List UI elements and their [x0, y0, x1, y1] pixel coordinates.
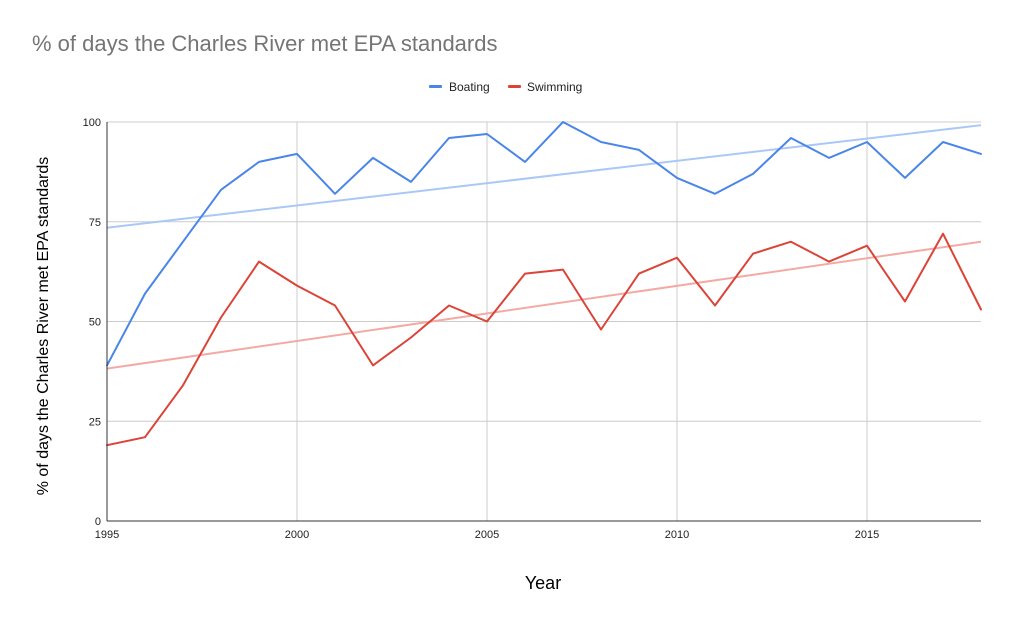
x-tick-label: 2005: [475, 529, 499, 541]
boating-trendline: [106, 124, 982, 229]
x-tick-label: 2010: [665, 529, 689, 541]
legend: Boating Swimming: [429, 80, 582, 94]
y-tick-label: 25: [89, 416, 101, 428]
y-tick-label: 50: [89, 317, 101, 329]
y-tick-label: 75: [89, 217, 101, 229]
y-tick-label: 0: [95, 516, 101, 528]
series-lines: [106, 121, 982, 447]
y-axis-title: % of days the Charles River met EPA stan…: [35, 157, 52, 496]
x-tick-label: 2000: [285, 529, 309, 541]
x-tick-label: 2015: [855, 529, 879, 541]
legend-label-swimming: Swimming: [527, 80, 582, 94]
legend-swatch-boating: [429, 85, 442, 88]
legend-swatch-swimming: [508, 85, 521, 88]
swimming-series-line: [106, 232, 982, 447]
x-tick-label: 1995: [95, 529, 119, 541]
legend-label-boating: Boating: [449, 80, 490, 94]
axes: 0 25 50 75 100 1995 2000 2005 2010 2015: [83, 117, 981, 541]
gridlines: [107, 121, 981, 521]
chart-title: % of days the Charles River met EPA stan…: [32, 31, 498, 56]
x-axis-title: Year: [525, 573, 561, 593]
swimming-trendline: [106, 240, 982, 370]
boating-series-line: [106, 121, 982, 367]
trendlines: [106, 124, 982, 370]
y-tick-label: 100: [83, 117, 101, 129]
